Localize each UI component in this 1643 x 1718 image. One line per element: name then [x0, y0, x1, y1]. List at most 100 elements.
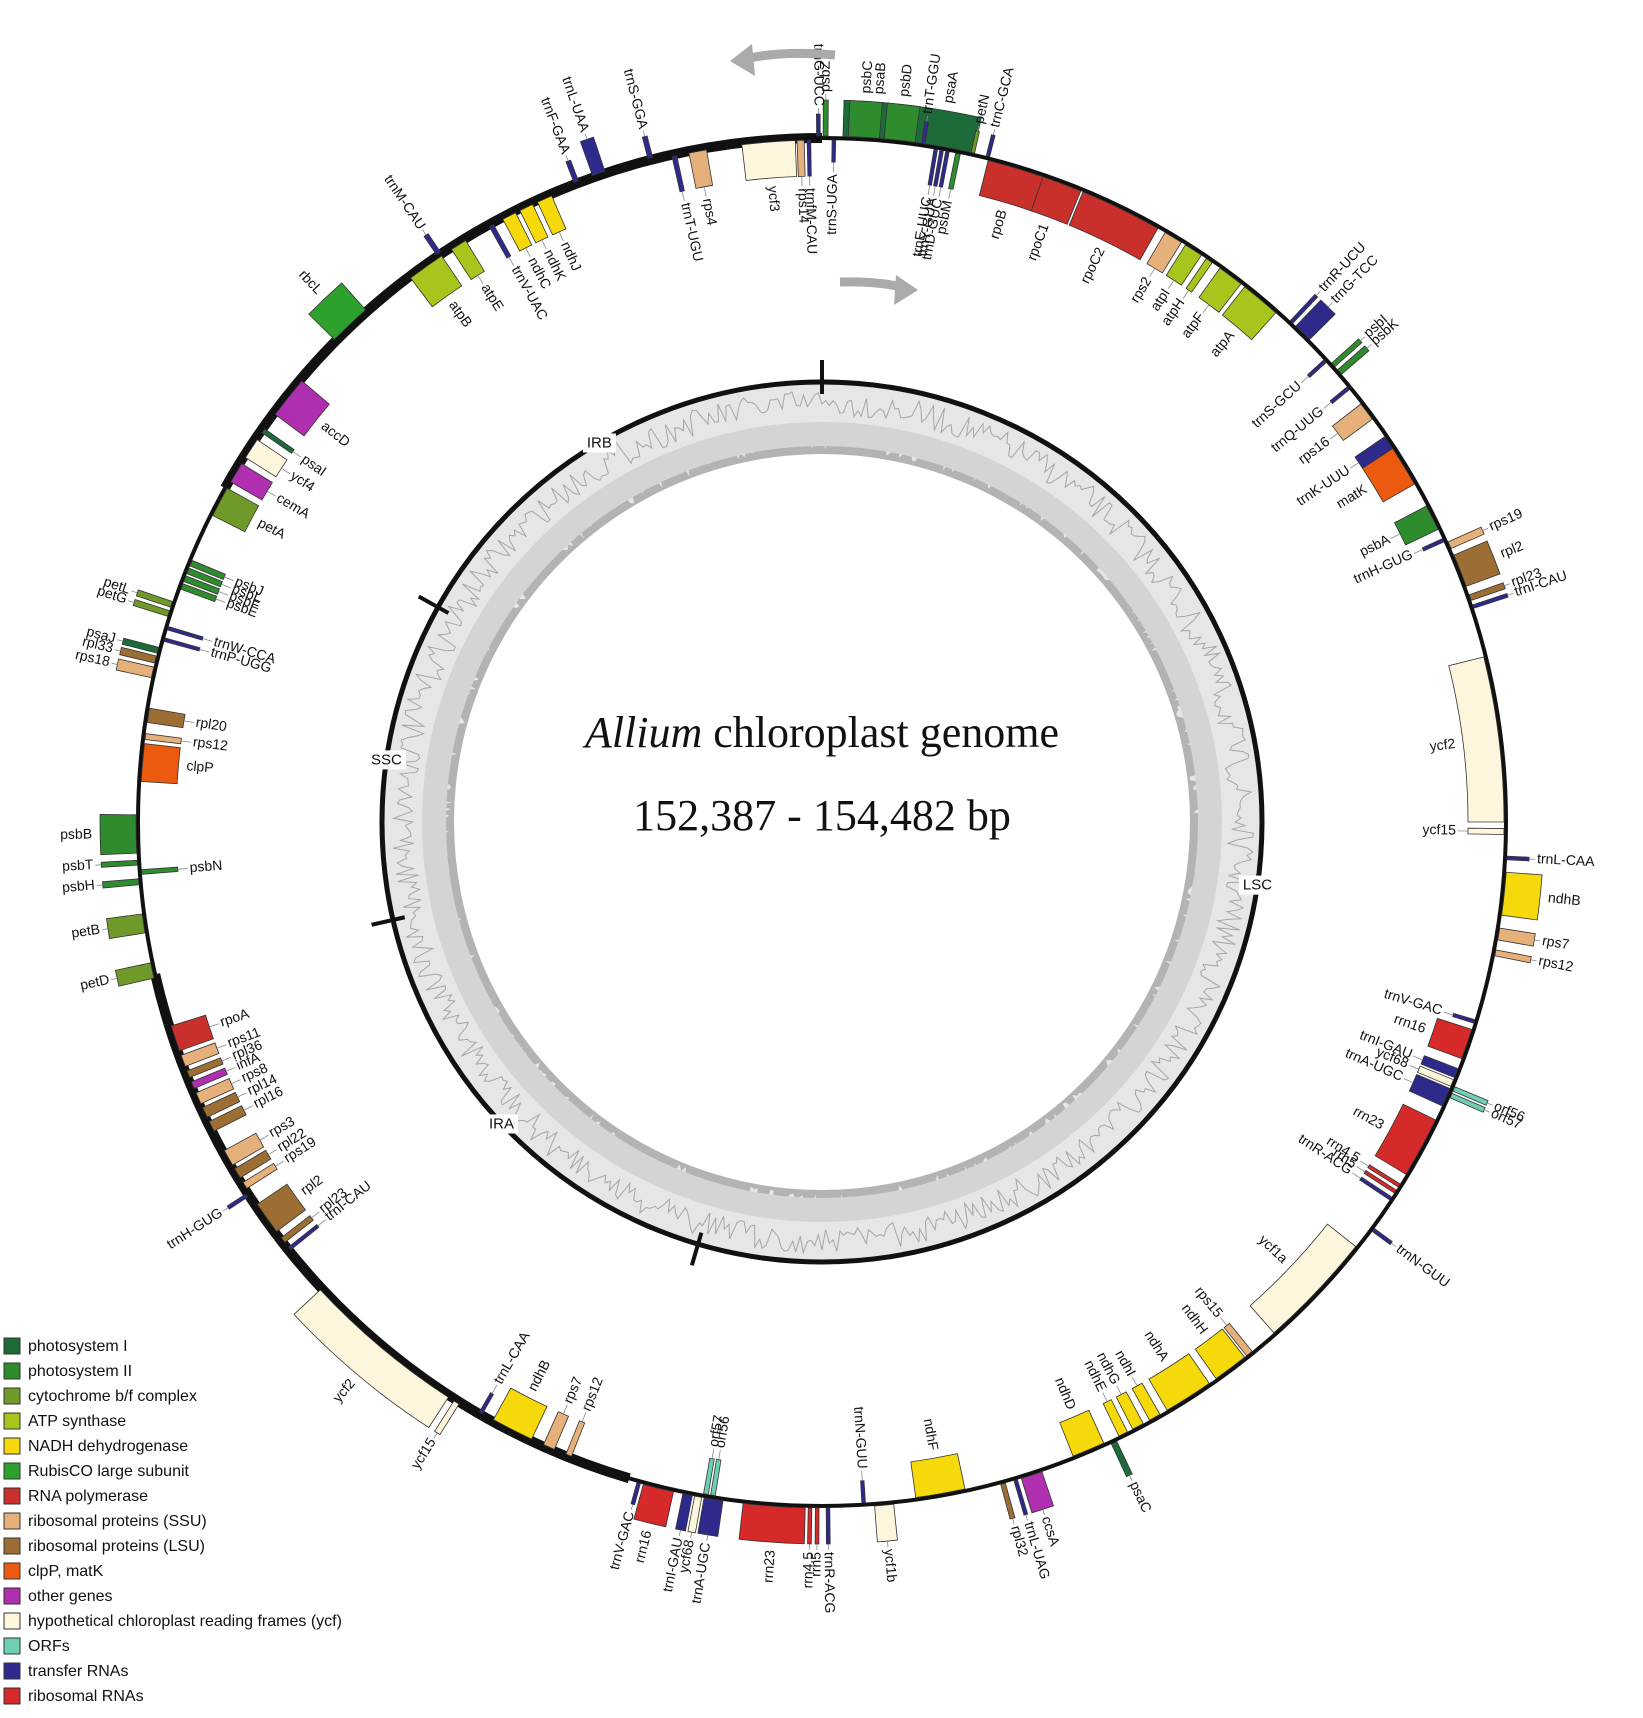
genome-size: 152,387 - 154,482 bp: [633, 791, 1011, 840]
gene-leader-line: [1202, 304, 1210, 313]
gene-label: rps16: [1295, 433, 1333, 467]
gene-label: psaJ: [85, 623, 118, 646]
gene-block: [183, 575, 221, 595]
gene-block: [121, 637, 160, 654]
gene-block: [874, 1503, 898, 1543]
gene-block: [410, 255, 463, 308]
gene-leader-line: [1359, 1160, 1369, 1167]
region-label: SSC: [371, 751, 402, 768]
gene-block: [921, 121, 929, 145]
region-boundary-tick: [689, 1232, 704, 1266]
gene-block: [423, 233, 441, 256]
gene-block: [180, 1042, 220, 1067]
legend-swatch: [3, 1387, 21, 1405]
gene-label: rpoB: [986, 208, 1010, 241]
legend-swatch: [3, 1337, 21, 1355]
gene-leader-line: [992, 129, 996, 136]
gene-leader-line: [1025, 1514, 1028, 1521]
gene-label: orf57: [705, 1414, 726, 1448]
legend-label: hypothetical chloroplast reading frames …: [28, 1613, 342, 1630]
legend-label: NADH dehydrogenase: [28, 1438, 188, 1455]
gene-leader-line: [111, 977, 118, 980]
gene-leader-line: [1409, 1065, 1419, 1070]
gene-label: petN: [970, 93, 992, 125]
gene-leader-line: [221, 1056, 232, 1062]
gene-label: psbZ: [817, 60, 833, 92]
gene-block: [189, 559, 226, 581]
gene-label: rps12: [1537, 952, 1575, 974]
gene-block: [1452, 1012, 1476, 1024]
gene-label: psaA: [940, 69, 961, 104]
gene-label: accD: [319, 418, 354, 450]
gene-block: [1449, 1092, 1486, 1113]
gene-leader-line: [1012, 1518, 1015, 1525]
gene-block: [1185, 258, 1213, 293]
gene-leader-line: [433, 1432, 438, 1439]
gene-block: [860, 1480, 866, 1504]
gene-block: [195, 1078, 235, 1105]
gene-block: [170, 1014, 214, 1052]
legend-swatch: [3, 1537, 21, 1555]
gene-block: [671, 155, 685, 193]
gene-label: ycf68: [675, 1538, 697, 1574]
legend-label: photosystem I: [28, 1338, 128, 1355]
gene-leader-line: [690, 1532, 693, 1539]
gene-block: [688, 149, 714, 189]
gene-leader-line: [581, 1412, 587, 1422]
gene-block: [1472, 592, 1509, 609]
gene-block: [1115, 1391, 1144, 1430]
gene-block: [434, 1400, 460, 1436]
gene-leader-line: [1534, 939, 1541, 942]
genome-title-text: Allium chloroplast genome: [582, 708, 1059, 757]
gene-leader-line: [181, 740, 192, 743]
gene-block: [1354, 436, 1394, 469]
gene-label: trnL-CAA: [1537, 850, 1596, 869]
gene-leader-line: [224, 576, 234, 582]
gene-block: [927, 148, 938, 186]
legend-swatch: [3, 1562, 21, 1580]
gene-leader-line: [1413, 548, 1424, 554]
gene-label: rps12: [192, 733, 229, 753]
gene-block: [710, 1458, 722, 1497]
gene-leader-line: [114, 649, 121, 652]
gene-label: rrn16: [631, 1529, 654, 1565]
gene-leader-line: [1323, 401, 1332, 409]
gene-leader-line: [927, 184, 931, 195]
gene-label: rpl2: [297, 1171, 325, 1198]
gene-block: [100, 859, 138, 868]
gene-block: [478, 1392, 495, 1415]
gene-leader-line: [861, 1470, 863, 1481]
gene-label: trnT-GGU: [919, 52, 944, 114]
gene-label: rpl2: [1498, 537, 1526, 561]
gene-leader-line: [1327, 302, 1333, 308]
gene-block: [1501, 871, 1543, 921]
gene-leader-line: [508, 256, 515, 266]
gene-leader-line: [1220, 1317, 1228, 1326]
gene-leader-line: [128, 600, 135, 603]
gene-leader-line: [311, 1211, 320, 1219]
gene-block: [630, 1482, 641, 1506]
legend-swatch: [3, 1512, 21, 1530]
gene-label: petB: [70, 921, 101, 941]
gene-block: [1110, 1440, 1133, 1478]
gene-block: [1494, 949, 1532, 964]
gene-label: rrn16: [1392, 1010, 1428, 1036]
gene-label: psbN: [189, 857, 223, 875]
gene-label: rps4: [700, 197, 721, 227]
gene-block: [1131, 1382, 1161, 1421]
gene-label: petA: [256, 514, 290, 542]
gene-block: [144, 733, 182, 745]
legend-swatch: [3, 1362, 21, 1380]
gene-block: [226, 1193, 249, 1210]
region-label-bg: [484, 1114, 519, 1134]
gene-leader-line: [977, 125, 980, 132]
gene-block: [256, 1183, 306, 1233]
gene-block: [208, 1105, 247, 1132]
gene-leader-line: [111, 662, 118, 665]
gene-block: [1361, 447, 1415, 503]
gene-block: [814, 1507, 820, 1545]
gene-block: [1059, 1409, 1105, 1457]
gene-label: atpB: [446, 297, 476, 330]
gene-block: [1146, 232, 1182, 274]
gene-leader-line: [1329, 432, 1339, 440]
